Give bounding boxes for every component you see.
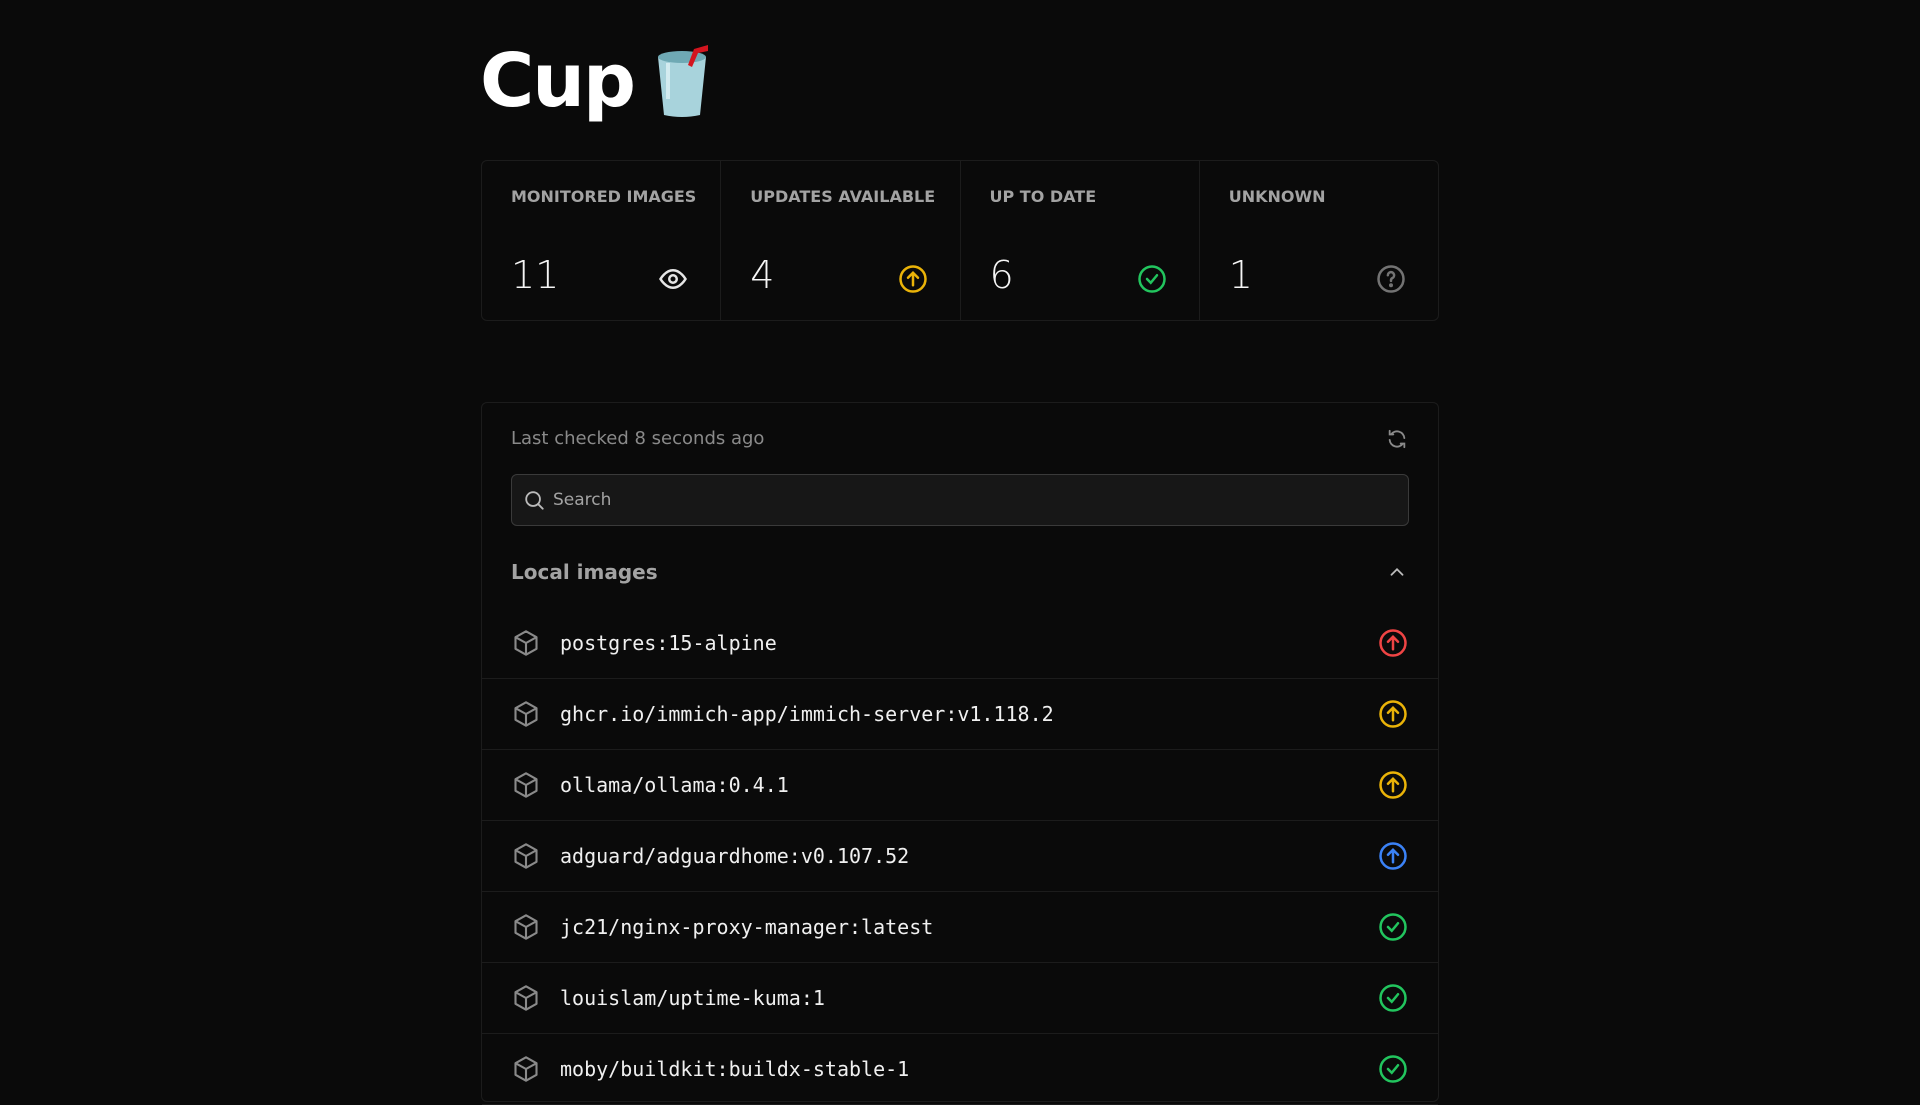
image-name: postgres:15-alpine	[560, 631, 777, 655]
package-icon	[514, 985, 538, 1011]
stat-value: 6	[989, 253, 1014, 297]
stat-unknown: UNKNOWN 1	[1200, 161, 1438, 320]
app-title: Cup	[480, 38, 636, 124]
image-name: ghcr.io/immich-app/immich-server:v1.118.…	[560, 702, 1054, 726]
stat-label: UPDATES AVAILABLE	[750, 187, 936, 206]
check-circle-icon	[1379, 913, 1407, 941]
image-row[interactable]: adguard/adguardhome:v0.107.52	[482, 821, 1438, 892]
arrow-up-circle-icon	[898, 265, 927, 293]
image-name: moby/buildkit:buildx-stable-1	[560, 1057, 910, 1081]
search-input[interactable]	[551, 489, 1355, 511]
cup-logo-icon	[657, 45, 708, 117]
image-name: ollama/ollama:0.4.1	[560, 773, 789, 797]
package-icon	[514, 914, 538, 940]
chevron-up-icon[interactable]	[1386, 561, 1408, 583]
image-row[interactable]: ghcr.io/immich-app/immich-server:v1.118.…	[482, 679, 1438, 750]
last-checked-text: Last checked 8 seconds ago	[511, 428, 765, 449]
stat-monitored-images: MONITORED IMAGES 11	[482, 161, 722, 320]
search-icon	[525, 491, 544, 510]
image-name: jc21/nginx-proxy-manager:latest	[560, 915, 934, 939]
stats-card: MONITORED IMAGES 11 UPDATES AVAILABLE 4 …	[481, 160, 1439, 321]
stat-value: 11	[511, 253, 560, 297]
stat-updates-available: UPDATES AVAILABLE 4	[721, 161, 961, 320]
check-circle-icon	[1379, 984, 1407, 1012]
section-title: Local images	[511, 560, 658, 584]
image-row[interactable]: postgres:15-alpine	[482, 608, 1438, 679]
arrow-up-circle-icon	[1379, 842, 1407, 870]
package-icon	[514, 630, 538, 656]
image-row[interactable]: moby/buildkit:buildx-stable-1	[482, 1034, 1438, 1105]
package-icon	[514, 772, 538, 798]
images-panel: Last checked 8 seconds ago Local images …	[481, 402, 1439, 1105]
package-icon	[514, 843, 538, 869]
page-title: Cup	[480, 38, 712, 124]
image-row[interactable]: jc21/nginx-proxy-manager:latest	[482, 892, 1438, 963]
stat-label: UP TO DATE	[989, 187, 1097, 206]
image-name: adguard/adguardhome:v0.107.52	[560, 844, 910, 868]
stat-value: 1	[1228, 253, 1253, 297]
refresh-icon[interactable]	[1386, 428, 1408, 450]
image-list: postgres:15-alpine ghcr.io/immich-app/imm…	[482, 608, 1438, 1105]
stat-label: MONITORED IMAGES	[511, 187, 697, 206]
arrow-up-circle-icon	[1379, 629, 1407, 657]
check-circle-icon	[1138, 265, 1166, 293]
stat-value: 4	[750, 253, 775, 297]
stat-label: UNKNOWN	[1228, 187, 1326, 206]
package-icon	[514, 701, 538, 727]
eye-icon	[659, 268, 688, 290]
image-name: louislam/uptime-kuma:1	[560, 986, 825, 1010]
stat-up-to-date: UP TO DATE 6	[961, 161, 1200, 320]
arrow-up-circle-icon	[1379, 700, 1407, 728]
image-row[interactable]: ollama/ollama:0.4.1	[482, 750, 1438, 821]
package-icon	[514, 1056, 538, 1082]
arrow-up-circle-icon	[1379, 771, 1407, 799]
image-row[interactable]: louislam/uptime-kuma:1	[482, 963, 1438, 1034]
question-circle-icon	[1377, 265, 1405, 293]
search-field[interactable]	[511, 474, 1409, 526]
